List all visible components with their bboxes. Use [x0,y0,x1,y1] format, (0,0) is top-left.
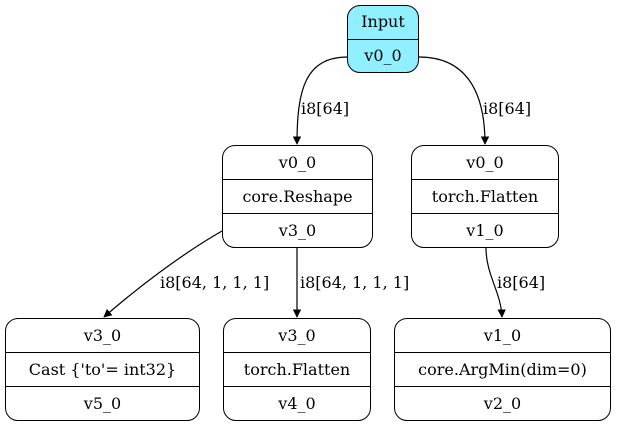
node-output: v0_0 [348,38,418,73]
edge-reshape-to-cast [103,230,223,318]
node-op: core.ArgMin(dim=0) [395,352,610,386]
node-op: Cast {'to'= int32} [6,352,199,386]
edge-input-to-reshape [292,56,349,145]
node-input: v3_0 [83,325,122,345]
node-op: torch.Flatten [412,179,558,213]
edge-flatten-to-argmin [485,247,506,318]
edge-label-input-to-reshape: i8[64] [301,99,350,118]
edge-input-to-flatten [418,56,490,145]
node-input: v3_0 [278,325,316,345]
node-output: v3_0 [223,213,372,247]
flatten-node-bottom[interactable]: v3_0 torch.Flatten v4_0 [223,318,371,421]
node-output: v2_0 [395,386,610,420]
edge-label-input-to-flatten: i8[64] [483,99,532,118]
node-op: torch.Flatten [224,352,370,386]
node-op: core.Reshape [223,179,372,213]
node-output: v1_0 [412,213,558,247]
node-output: v4_0 [224,386,370,420]
edge-label-flatten-to-argmin: i8[64] [497,273,546,292]
node-title: Input [361,12,405,32]
flatten-node-top[interactable]: v0_0 torch.Flatten v1_0 [411,145,559,248]
node-input: v0_0 [278,152,317,172]
edge-label-reshape-to-flatten: i8[64, 1, 1, 1] [300,273,410,292]
reshape-node[interactable]: v0_0 core.Reshape v3_0 [222,145,373,248]
node-output: v5_0 [6,386,199,420]
cast-node[interactable]: v3_0 Cast {'to'= int32} v5_0 [5,318,200,421]
node-input: v0_0 [466,152,504,172]
argmin-node[interactable]: v1_0 core.ArgMin(dim=0) v2_0 [394,318,611,421]
node-input: v1_0 [483,325,522,345]
edge-label-reshape-to-cast: i8[64, 1, 1, 1] [160,273,270,292]
input-node[interactable]: Input v0_0 [347,5,419,73]
